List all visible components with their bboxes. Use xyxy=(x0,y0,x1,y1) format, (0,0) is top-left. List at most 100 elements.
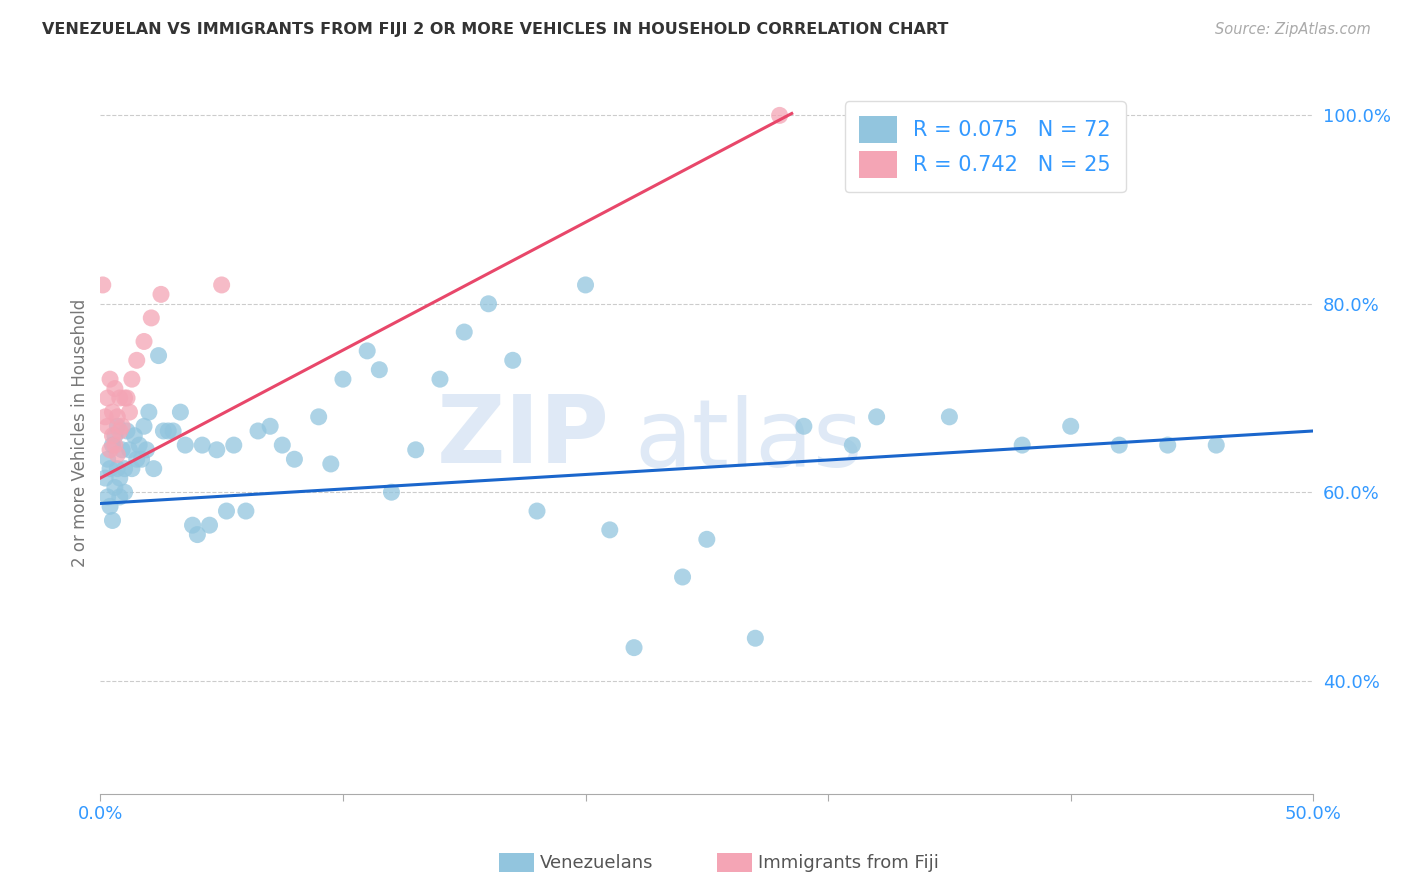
Point xyxy=(502,353,524,368)
Point xyxy=(150,287,173,301)
Point xyxy=(247,424,270,438)
Point xyxy=(131,452,153,467)
Point xyxy=(121,372,143,386)
Point xyxy=(574,277,596,292)
Point xyxy=(118,442,141,457)
Point xyxy=(453,325,475,339)
Point xyxy=(111,442,134,457)
Point xyxy=(938,409,960,424)
Point xyxy=(135,442,157,457)
Point xyxy=(101,405,124,419)
Point xyxy=(111,419,134,434)
Point xyxy=(142,461,165,475)
Text: atlas: atlas xyxy=(634,394,862,486)
Point xyxy=(138,405,160,419)
Point xyxy=(222,438,245,452)
Point xyxy=(671,570,693,584)
Point xyxy=(308,409,330,424)
Point xyxy=(198,518,221,533)
Point xyxy=(865,409,887,424)
Point xyxy=(104,481,127,495)
Point xyxy=(101,438,124,452)
Point xyxy=(181,518,204,533)
Point xyxy=(477,297,499,311)
Point xyxy=(101,513,124,527)
Point xyxy=(98,500,121,514)
Point xyxy=(94,409,117,424)
Point xyxy=(1157,438,1180,452)
Text: ZIP: ZIP xyxy=(437,391,610,483)
Point xyxy=(141,310,163,325)
Point xyxy=(148,349,170,363)
Point xyxy=(105,419,128,434)
Point xyxy=(793,419,815,434)
Point xyxy=(121,461,143,475)
Point xyxy=(108,471,131,485)
Point xyxy=(132,334,155,349)
Point xyxy=(211,277,233,292)
Point xyxy=(128,438,150,452)
Point xyxy=(104,438,127,452)
Point xyxy=(108,490,131,504)
Point xyxy=(115,391,138,405)
Point xyxy=(97,452,120,467)
Point xyxy=(125,452,148,467)
Point xyxy=(94,471,117,485)
Point xyxy=(429,372,451,386)
Point xyxy=(105,448,128,462)
Point xyxy=(97,419,120,434)
Point xyxy=(157,424,180,438)
Point xyxy=(91,277,114,292)
Point xyxy=(98,372,121,386)
Point xyxy=(114,391,136,405)
Point xyxy=(186,527,208,541)
Point xyxy=(744,632,766,646)
Point xyxy=(356,343,378,358)
Point xyxy=(623,640,645,655)
Point xyxy=(152,424,174,438)
Point xyxy=(105,409,128,424)
Point xyxy=(526,504,548,518)
Text: Immigrants from Fiji: Immigrants from Fiji xyxy=(758,854,939,871)
Point xyxy=(124,428,146,442)
Point xyxy=(97,391,120,405)
Point xyxy=(105,461,128,475)
Point xyxy=(283,452,305,467)
Point xyxy=(169,405,191,419)
Point xyxy=(259,419,281,434)
Point xyxy=(114,485,136,500)
Point xyxy=(132,419,155,434)
Point xyxy=(215,504,238,518)
Point xyxy=(380,485,402,500)
Point xyxy=(108,424,131,438)
Point xyxy=(98,442,121,457)
Point xyxy=(319,457,342,471)
Point xyxy=(98,461,121,475)
Point xyxy=(1011,438,1033,452)
Point xyxy=(841,438,863,452)
Point xyxy=(768,108,790,122)
Point xyxy=(599,523,621,537)
Text: Source: ZipAtlas.com: Source: ZipAtlas.com xyxy=(1215,22,1371,37)
Point xyxy=(271,438,294,452)
Point xyxy=(405,442,427,457)
Point xyxy=(332,372,354,386)
Point xyxy=(1108,438,1130,452)
Legend: R = 0.075   N = 72, R = 0.742   N = 25: R = 0.075 N = 72, R = 0.742 N = 25 xyxy=(845,102,1126,193)
Point xyxy=(118,405,141,419)
Point xyxy=(104,428,127,442)
Point xyxy=(191,438,214,452)
Point xyxy=(1205,438,1227,452)
Point xyxy=(1060,419,1083,434)
Point xyxy=(205,442,228,457)
Point xyxy=(235,504,257,518)
Point xyxy=(115,424,138,438)
Text: VENEZUELAN VS IMMIGRANTS FROM FIJI 2 OR MORE VEHICLES IN HOUSEHOLD CORRELATION C: VENEZUELAN VS IMMIGRANTS FROM FIJI 2 OR … xyxy=(42,22,949,37)
Point xyxy=(104,382,127,396)
Point xyxy=(114,461,136,475)
Point xyxy=(696,533,718,547)
Point xyxy=(174,438,197,452)
Text: Venezuelans: Venezuelans xyxy=(540,854,654,871)
Point xyxy=(125,353,148,368)
Point xyxy=(108,391,131,405)
